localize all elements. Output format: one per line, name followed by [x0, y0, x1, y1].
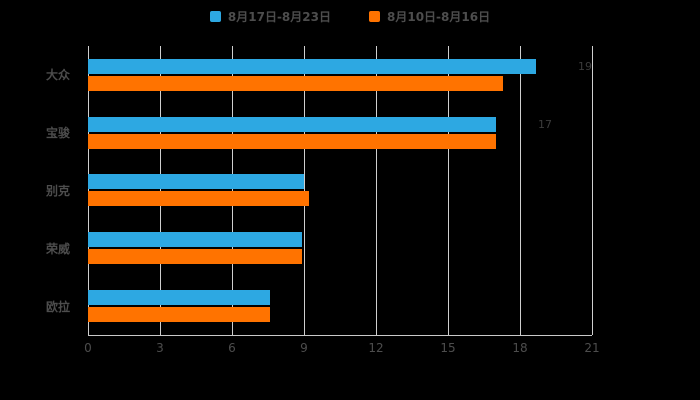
gridline	[592, 46, 593, 335]
y-category-label: 别克	[45, 183, 70, 198]
bar-line	[88, 307, 592, 323]
legend-item-aug17-23[interactable]: 8月17日-8月23日	[209, 8, 331, 25]
bar-group: 19	[88, 46, 592, 104]
bar-blue[interactable]	[88, 116, 496, 132]
value-label: 19	[578, 59, 592, 73]
bar-blue[interactable]	[88, 232, 302, 248]
gridline	[520, 46, 521, 335]
bar-line	[88, 249, 592, 265]
gridline	[304, 46, 305, 335]
bar-blue[interactable]	[88, 58, 536, 74]
gridline	[88, 46, 89, 335]
plot-area: 19 17	[88, 46, 593, 336]
x-axis-labels: 0 3 6 9 12 15 18 21	[84, 341, 599, 361]
legend-swatch-orange	[369, 11, 380, 22]
y-category-label: 大众	[45, 68, 70, 83]
x-tick-label: 12	[368, 341, 384, 355]
bar-line	[88, 191, 592, 207]
bar-orange[interactable]	[88, 191, 309, 207]
bar-orange[interactable]	[88, 133, 496, 149]
x-tick-label: 21	[584, 341, 600, 355]
legend-item-aug10-16[interactable]: 8月10日-8月16日	[369, 8, 490, 25]
bar-blue[interactable]	[88, 174, 304, 190]
x-tick-label: 15	[440, 341, 456, 355]
chart-legend: 8月17日-8月23日 8月10日-8月16日	[0, 8, 700, 25]
x-tick-label: 3	[156, 341, 164, 355]
y-category-label: 荣威	[45, 241, 70, 256]
value-label: 17	[538, 117, 552, 131]
bar-line	[88, 75, 592, 91]
bar-orange[interactable]	[88, 75, 504, 91]
x-tick-label: 18	[512, 341, 528, 355]
gridline	[448, 46, 449, 335]
bar-orange[interactable]	[88, 307, 271, 323]
gridline	[232, 46, 233, 335]
x-tick-label: 9	[300, 341, 308, 355]
bar-group	[88, 219, 592, 277]
bar-line: 19	[88, 58, 592, 74]
legend-label-aug10-16: 8月10日-8月16日	[387, 10, 491, 24]
bar-line	[88, 232, 592, 248]
legend-swatch-blue	[209, 11, 221, 22]
bar-blue[interactable]	[88, 290, 271, 306]
bar-line	[88, 290, 592, 306]
bar-group	[88, 162, 592, 220]
gridline	[160, 46, 161, 335]
bar-orange[interactable]	[88, 249, 302, 265]
bar-group	[88, 277, 592, 335]
y-category-label: 宝骏	[45, 126, 70, 141]
y-axis-labels: 大众宝骏别克荣威欧拉	[0, 46, 80, 335]
x-tick-label: 6	[228, 341, 236, 355]
gridline	[376, 46, 377, 335]
bar-group: 17	[88, 104, 592, 162]
bar-line: 17	[88, 116, 592, 132]
legend-label-aug17-23: 8月17日-8月23日	[227, 10, 331, 24]
y-category-label: 欧拉	[45, 299, 70, 314]
bar-line	[88, 133, 592, 149]
x-tick-label: 0	[84, 341, 92, 355]
bar-line	[88, 174, 592, 190]
